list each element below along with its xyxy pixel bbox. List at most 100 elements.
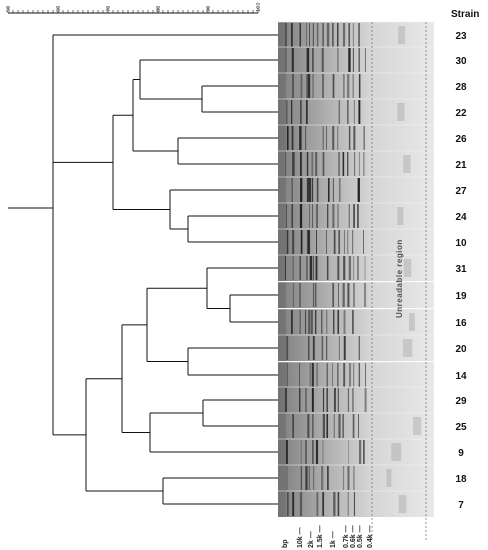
gel-band [292,414,294,438]
gel-band [292,152,295,176]
gel-band [363,440,365,464]
gel-lane-background [278,255,434,281]
gel-band [342,466,345,490]
gel-band [364,256,366,280]
gel-band [358,440,362,464]
strain-label: 30 [455,56,467,67]
gel-band [291,100,293,124]
gel-band [338,100,340,124]
gel-band [322,152,325,176]
gel-image [278,21,434,517]
gel-band [352,388,354,412]
gel-band [333,230,336,254]
gel-lane [278,281,434,308]
strain-label: 25 [455,422,467,433]
gel-band [312,48,314,72]
gel-band [315,310,317,334]
gel-band [299,126,302,150]
gel-band [357,204,359,228]
gel-band [285,48,287,72]
gel-band [343,74,345,98]
gel-band [308,48,310,72]
gel-lane-edge [278,255,286,281]
gel-band [285,23,287,47]
strain-label: 23 [455,31,467,42]
gel-band [337,492,340,516]
gel-band [299,23,301,47]
gel-band [299,492,303,516]
size-marker-label: 0.6k — [350,525,357,548]
gel-lane-edge [278,335,286,361]
gel-band [343,336,346,360]
gel-band [326,363,328,387]
gel-band [353,466,355,490]
gel-band [343,310,346,334]
gel-band [300,230,303,254]
strain-label: 7 [458,500,464,511]
gel-lane-background [278,362,434,388]
gel-band [358,363,361,387]
size-marker-label: 0.4k — [367,525,374,548]
strain-label: 20 [455,344,467,355]
strain-column-header: Strain [451,9,479,20]
gel-band [311,152,314,176]
gel-band [347,388,350,412]
gel-band [308,466,310,490]
gel-band [327,466,329,490]
gel-band [311,310,313,334]
gel-lane [278,334,434,361]
gel-lane-background [278,335,434,361]
gel-band [312,204,314,228]
gel-band [342,283,345,307]
gel-lane-edge [278,22,286,48]
gel-band [299,310,301,334]
gel-band [315,440,319,464]
gel-band [322,440,324,464]
gel-band [291,310,293,334]
gel-band [326,388,328,412]
strain-label: 28 [455,82,467,93]
gel-band [364,363,367,387]
scale-tick-label: 60 [56,6,62,12]
gel-band [358,414,359,438]
gel-band [306,230,310,254]
gel-smudge [391,443,402,461]
gel-smudge [402,339,413,357]
gel-band [358,152,360,176]
gel-lane-edge [278,491,286,517]
gel-band [332,363,334,387]
gel-band [309,23,311,47]
gel-lane-background [278,439,434,465]
gel-lane-edge [278,413,286,439]
gel-band [316,204,318,228]
gel-band [353,283,355,307]
scale-tick-label: 100 [256,2,262,12]
gel-band [342,152,345,176]
gel-lane-background [278,413,434,439]
gel-lane [278,412,434,439]
gel-lane-edge [278,203,286,229]
gel-band [312,256,314,280]
gel-band [352,414,355,438]
gel-lane-edge [278,439,286,465]
gel-lane-edge [278,465,286,491]
gel-lane-background [278,47,434,73]
gel-lane-edge [278,73,286,99]
gel-lane [278,386,434,413]
gel-band [347,492,349,516]
gel-band [326,414,329,438]
gel-band [321,466,324,490]
gel-smudge [397,103,405,121]
gel-band [312,23,314,47]
gel-smudge [398,495,407,513]
gel-band [311,363,314,387]
gel-lane-edge [278,47,286,73]
gel-band [308,204,311,228]
gel-band [363,152,365,176]
gel-band [332,126,335,150]
gel-lane [278,98,434,125]
gel-band [291,178,293,202]
gel-lane-background [278,22,434,48]
strain-labels: 23 30 28 22 26 21 27 24 10 31 19 16 20 14 29 25 9 18 7 [455,31,467,511]
strain-label: 27 [455,186,467,197]
